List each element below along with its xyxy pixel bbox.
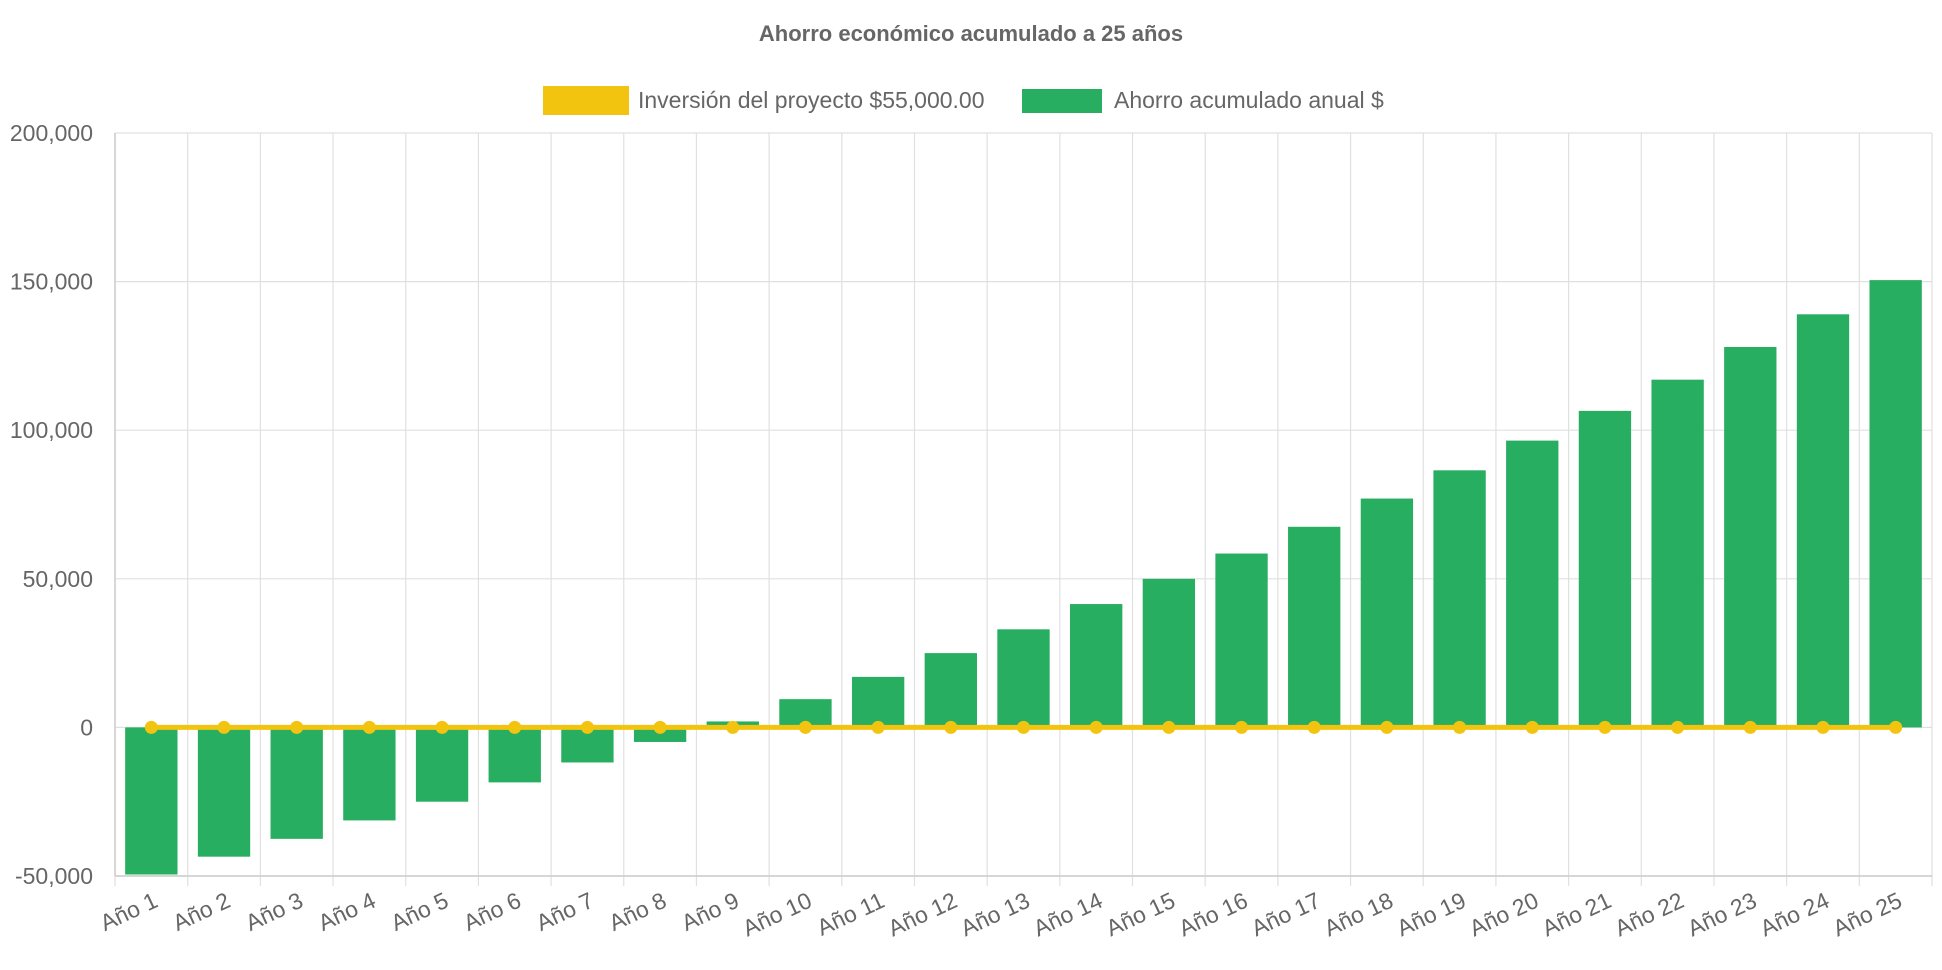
legend-label-savings[interactable]: Ahorro acumulado anual $ — [1114, 87, 1384, 113]
bar-ahorro[interactable] — [1360, 498, 1414, 728]
bar-ahorro[interactable] — [1651, 379, 1704, 728]
legend-swatch-investment[interactable] — [543, 86, 629, 115]
chart-title: Ahorro económico acumulado a 25 años — [759, 21, 1183, 46]
bar-ahorro[interactable] — [197, 727, 251, 857]
investment-point[interactable] — [1816, 720, 1830, 734]
bar-ahorro[interactable] — [1433, 470, 1486, 728]
investment-point[interactable] — [1889, 720, 1903, 734]
bar-ahorro[interactable] — [1724, 346, 1777, 728]
bar-ahorro[interactable] — [1070, 604, 1123, 728]
y-tick-label: 100,000 — [10, 417, 93, 443]
x-tick-label: Año 3 — [241, 887, 306, 936]
investment-point[interactable] — [1307, 720, 1321, 734]
y-tick-label: 150,000 — [10, 269, 93, 295]
investment-point[interactable] — [726, 720, 740, 734]
x-tick-label: Año 9 — [677, 887, 742, 936]
investment-point[interactable] — [580, 720, 594, 734]
legend-swatch-savings[interactable] — [1022, 89, 1102, 113]
bar-ahorro[interactable] — [1215, 553, 1268, 728]
investment-point[interactable] — [1380, 720, 1394, 734]
x-tick-label: Año 2 — [169, 887, 234, 936]
x-tick-label: Año 17 — [1247, 887, 1324, 941]
x-tick-label: Año 21 — [1538, 887, 1615, 941]
bar-ahorro[interactable] — [851, 676, 905, 728]
y-axis: 200,000 150,000 100,000 50,000 0 -50,000 — [10, 120, 116, 889]
bar-ahorro[interactable] — [488, 727, 541, 783]
legend: Inversión del proyecto $55,000.00 Ahorro… — [543, 86, 1384, 115]
x-tick-label: Año 23 — [1683, 887, 1760, 941]
x-tick-label: Año 13 — [957, 887, 1034, 941]
investment-point[interactable] — [1525, 720, 1539, 734]
investment-point[interactable] — [290, 720, 304, 734]
x-tick-label: Año 6 — [459, 887, 524, 936]
x-tick-label: Año 16 — [1175, 887, 1252, 941]
investment-point[interactable] — [1598, 720, 1612, 734]
investment-point[interactable] — [1743, 720, 1757, 734]
bars — [125, 280, 1922, 875]
bar-ahorro[interactable] — [1288, 526, 1341, 728]
bar-ahorro[interactable] — [997, 629, 1050, 728]
x-tick-label: Año 22 — [1611, 887, 1688, 941]
bar-ahorro[interactable] — [125, 727, 178, 875]
x-tick-label: Año 19 — [1393, 887, 1470, 941]
x-tick-label: Año 25 — [1829, 887, 1906, 941]
y-tick-label: 0 — [80, 714, 93, 740]
x-axis: Año 1 Año 2 Año 3 Año 4 Año 5 Año 6 Año 7 Año 8… — [96, 875, 1932, 941]
investment-point[interactable] — [508, 720, 522, 734]
bar-ahorro[interactable] — [1506, 440, 1559, 728]
y-tick-label: 50,000 — [23, 566, 93, 592]
x-tick-label: Año 4 — [314, 887, 380, 936]
bar-ahorro[interactable] — [633, 727, 687, 742]
bar-ahorro[interactable] — [270, 727, 323, 839]
x-tick-label: Año 11 — [813, 887, 889, 941]
investment-point[interactable] — [435, 720, 449, 734]
bar-ahorro[interactable] — [1869, 280, 1922, 728]
investment-point[interactable] — [217, 720, 231, 734]
x-tick-label: Año 1 — [96, 887, 161, 936]
x-tick-label: Año 8 — [605, 887, 670, 936]
bar-ahorro[interactable] — [1142, 578, 1196, 728]
investment-point[interactable] — [1671, 720, 1685, 734]
investment-point[interactable] — [944, 720, 958, 734]
investment-point[interactable] — [1017, 720, 1030, 734]
y-tick-label: -50,000 — [15, 863, 93, 889]
bar-ahorro[interactable] — [924, 653, 977, 728]
bar-ahorro[interactable] — [415, 727, 469, 802]
y-tick-label: 200,000 — [10, 120, 93, 146]
x-tick-label: Año 10 — [739, 887, 816, 941]
x-tick-label: Año 20 — [1465, 887, 1542, 941]
bar-ahorro[interactable] — [1796, 314, 1850, 728]
bar-ahorro[interactable] — [343, 727, 396, 821]
investment-point[interactable] — [1162, 720, 1176, 734]
x-tick-label: Año 18 — [1320, 887, 1397, 941]
bar-ahorro[interactable] — [1578, 410, 1632, 728]
investment-point[interactable] — [1453, 720, 1467, 734]
legend-label-investment[interactable]: Inversión del proyecto $55,000.00 — [638, 87, 985, 113]
investment-point[interactable] — [871, 720, 885, 734]
investment-point[interactable] — [362, 720, 376, 734]
investment-point[interactable] — [653, 720, 667, 734]
x-tick-label: Año 12 — [884, 887, 961, 941]
investment-point[interactable] — [1089, 720, 1103, 734]
x-tick-label: Año 14 — [1029, 887, 1106, 941]
x-tick-label: Año 15 — [1102, 887, 1179, 941]
x-tick-label: Año 5 — [387, 887, 452, 936]
investment-point[interactable] — [1235, 720, 1249, 734]
investment-point[interactable] — [144, 720, 158, 734]
x-tick-label: Año 24 — [1756, 887, 1833, 941]
x-tick-label: Año 7 — [532, 887, 597, 936]
investment-line — [144, 720, 1903, 734]
investment-point[interactable] — [798, 720, 812, 734]
